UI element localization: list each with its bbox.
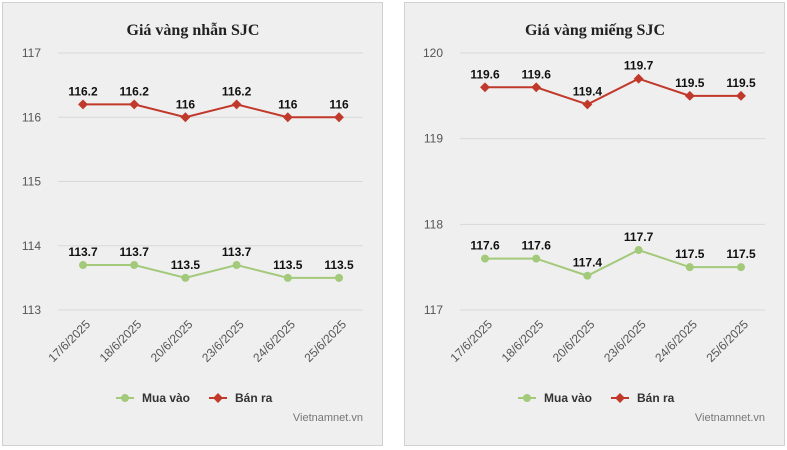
data-point (684, 90, 695, 101)
source-credit: Vietnamnet.vn (695, 412, 765, 424)
legend-marker (523, 394, 531, 402)
x-tick-label: 20/6/2025 (148, 317, 196, 365)
data-point (531, 82, 542, 93)
data-point (736, 90, 746, 101)
x-tick-label: 24/6/2025 (250, 317, 298, 365)
legend-label: Mua vào (142, 391, 190, 405)
chart-panel-mieng: Giá vàng miếng SJC 117 118 119 120 17/6/2025 1… (404, 2, 785, 446)
series-line-mua-vao (485, 248, 741, 277)
legend-label: Bán ra (637, 391, 675, 405)
y-tick-label: 120 (423, 46, 443, 60)
data-point (231, 99, 242, 110)
data-label: 119.4 (573, 84, 603, 98)
x-tick-label: 18/6/2025 (499, 317, 547, 365)
x-tick-label: 17/6/2025 (45, 317, 93, 365)
data-label: 117.6 (470, 239, 500, 253)
y-tick-label: 116 (22, 110, 41, 124)
data-label: 113.5 (171, 258, 201, 272)
y-tick-label: 113 (22, 303, 41, 317)
data-point (180, 112, 191, 123)
data-point (181, 273, 190, 282)
data-point (481, 254, 489, 263)
data-point (634, 246, 643, 255)
data-label: 119.7 (624, 59, 654, 73)
y-tick-label: 117 (424, 303, 443, 317)
legend-label: Mua vào (544, 391, 592, 405)
x-tick-label: 23/6/2025 (601, 317, 649, 365)
y-tick-label: 117 (22, 46, 41, 60)
y-tick-label: 119 (424, 132, 443, 146)
data-point (633, 73, 644, 84)
data-label: 113.7 (222, 245, 252, 259)
x-tick-label: 24/6/2025 (652, 317, 700, 365)
x-tick-label: 25/6/2025 (703, 317, 751, 365)
y-tick-label: 118 (424, 217, 443, 231)
y-tick-label: 115 (22, 175, 41, 189)
chart-title: Giá vàng nhẫn SJC (127, 22, 260, 39)
chart-panel-nhan: Giá vàng nhẫn SJC 113 114 115 116 117 17/6/202… (2, 2, 383, 446)
data-label: 113.7 (120, 245, 150, 259)
data-point (334, 112, 344, 123)
data-point (130, 261, 139, 270)
data-point (583, 271, 592, 280)
data-point (737, 263, 745, 272)
legend-marker (615, 393, 625, 403)
data-point (532, 254, 541, 263)
y-tick-label: 114 (22, 239, 41, 253)
data-label: 116.2 (68, 84, 98, 98)
data-point (78, 99, 88, 110)
data-label: 113.5 (273, 258, 303, 272)
data-label: 116.2 (222, 84, 252, 98)
series-line-mua-vao (83, 263, 339, 279)
data-label: 119.5 (675, 76, 705, 90)
data-label: 117.5 (726, 247, 756, 261)
source-credit: Vietnamnet.vn (293, 412, 363, 424)
data-label: 119.6 (470, 67, 500, 81)
data-label: 117.7 (624, 230, 654, 244)
x-tick-label: 25/6/2025 (301, 317, 349, 365)
chart-nhan-svg: Giá vàng nhẫn SJC 113 114 115 116 117 17/6/202… (22, 22, 363, 424)
data-label: 116 (278, 97, 298, 111)
data-point (232, 261, 241, 270)
data-label: 119.6 (522, 67, 552, 81)
data-label: 116.2 (120, 84, 150, 98)
x-tick-label: 18/6/2025 (97, 317, 145, 365)
data-label: 113.7 (68, 245, 98, 259)
data-label: 117.5 (675, 247, 705, 261)
x-tick-label: 17/6/2025 (447, 317, 495, 365)
x-tick-label: 23/6/2025 (199, 317, 247, 365)
data-point (282, 112, 293, 123)
data-point (283, 273, 292, 282)
data-label: 117.6 (522, 239, 552, 253)
data-point (480, 82, 490, 93)
x-tick-label: 20/6/2025 (550, 317, 598, 365)
data-point (335, 273, 343, 282)
series-line-ban-ra (83, 103, 339, 119)
data-point (685, 263, 694, 272)
legend-marker (121, 394, 129, 402)
legend-label: Bán ra (235, 391, 273, 405)
data-label: 117.4 (573, 256, 603, 270)
data-point (582, 99, 593, 110)
series-line-ban-ra (485, 77, 741, 106)
chart-title: Giá vàng miếng SJC (525, 22, 665, 39)
data-point (129, 99, 140, 110)
data-label: 116 (176, 97, 196, 111)
data-label: 116 (329, 97, 349, 111)
data-point (79, 261, 87, 270)
legend-marker (213, 393, 223, 403)
data-label: 119.5 (726, 76, 756, 90)
data-label: 113.5 (324, 258, 354, 272)
